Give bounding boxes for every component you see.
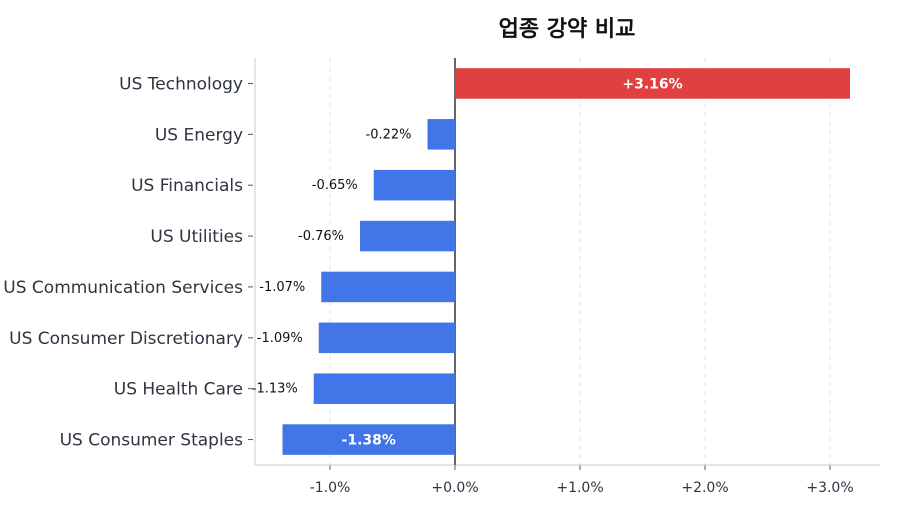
bar (360, 220, 455, 252)
data-label: -1.07% (259, 280, 305, 295)
category-label: US Technology (119, 74, 243, 94)
data-label: -1.13% (252, 382, 298, 397)
x-tick-label: +3.0% (806, 480, 853, 496)
x-tick-label: +1.0% (556, 480, 603, 496)
category-label: US Utilities (150, 227, 243, 247)
category-label: US Communication Services (3, 278, 243, 298)
bar (427, 119, 455, 150)
x-tick-label: +0.0% (431, 480, 478, 496)
chart-title: 업종 강약 비교 (499, 17, 636, 42)
data-label: -1.09% (257, 331, 303, 346)
grid-lines (329, 58, 831, 465)
bar (455, 68, 850, 99)
data-label: -0.22% (366, 127, 412, 142)
category-label: US Consumer Staples (60, 431, 244, 451)
data-label: -0.65% (312, 178, 358, 193)
bar (313, 373, 455, 404)
category-label: US Consumer Discretionary (9, 329, 243, 349)
bar (318, 322, 455, 354)
x-tick-label: +2.0% (681, 480, 728, 496)
category-label: US Financials (131, 176, 243, 196)
labels: -1.0% +0.0% +1.0% +2.0% +3.0% US Technology +3… (3, 74, 853, 496)
data-label: -1.38% (342, 433, 396, 449)
bars (282, 68, 850, 455)
data-label: -0.76% (298, 229, 344, 244)
category-label: US Health Care (114, 380, 243, 400)
data-label: +3.16% (622, 76, 682, 92)
axes (248, 58, 880, 470)
x-tick-label: -1.0% (310, 480, 351, 496)
bar (321, 271, 455, 303)
bar (282, 424, 455, 455)
category-label: US Energy (155, 125, 243, 145)
bar (373, 169, 455, 201)
